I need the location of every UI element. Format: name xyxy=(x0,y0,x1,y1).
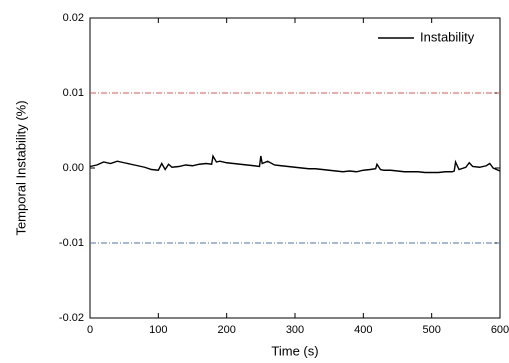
legend-label: Instability xyxy=(420,29,475,44)
x-tick-label: 500 xyxy=(422,324,440,336)
x-axis-label: Time (s) xyxy=(271,343,318,358)
y-tick-label: -0.02 xyxy=(59,312,84,324)
x-tick-label: 400 xyxy=(354,324,372,336)
plot-frame xyxy=(89,17,501,319)
x-tick-label: 0 xyxy=(87,324,93,336)
x-tick-label: 300 xyxy=(286,324,304,336)
y-tick-label: 0.01 xyxy=(63,87,84,99)
x-tick-label: 200 xyxy=(217,324,235,336)
y-axis-label: Temporal Instability (%) xyxy=(13,100,28,235)
x-tick-label: 100 xyxy=(149,324,167,336)
y-tick-label: 0.00 xyxy=(63,162,84,174)
y-tick-label: 0.02 xyxy=(63,12,84,24)
y-tick-label: -0.01 xyxy=(59,237,84,249)
data-line xyxy=(89,153,501,174)
x-tick-label: 600 xyxy=(491,324,509,336)
